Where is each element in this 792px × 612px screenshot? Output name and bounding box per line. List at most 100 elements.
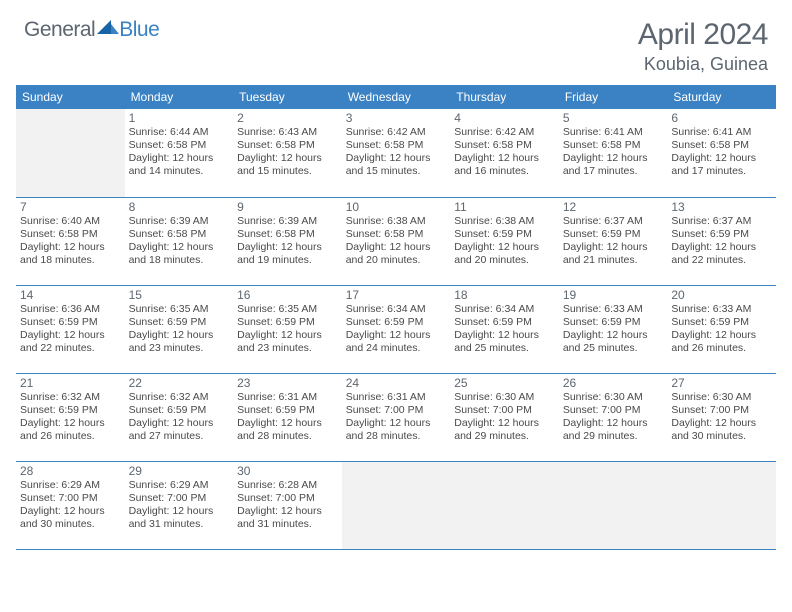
day-info: Sunrise: 6:41 AMSunset: 6:58 PMDaylight:…	[671, 126, 772, 179]
day-info: Sunrise: 6:29 AMSunset: 7:00 PMDaylight:…	[20, 479, 121, 532]
day-cell: 12Sunrise: 6:37 AMSunset: 6:59 PMDayligh…	[559, 197, 668, 285]
day-cell: 17Sunrise: 6:34 AMSunset: 6:59 PMDayligh…	[342, 285, 451, 373]
day-cell: 23Sunrise: 6:31 AMSunset: 6:59 PMDayligh…	[233, 373, 342, 461]
day-cell: 6Sunrise: 6:41 AMSunset: 6:58 PMDaylight…	[667, 109, 776, 197]
day-cell: 28Sunrise: 6:29 AMSunset: 7:00 PMDayligh…	[16, 461, 125, 549]
day-info: Sunrise: 6:30 AMSunset: 7:00 PMDaylight:…	[454, 391, 555, 444]
day-info: Sunrise: 6:34 AMSunset: 6:59 PMDaylight:…	[454, 303, 555, 356]
day-info: Sunrise: 6:31 AMSunset: 6:59 PMDaylight:…	[237, 391, 338, 444]
day-number: 6	[671, 111, 772, 125]
day-number: 19	[563, 288, 664, 302]
day-info: Sunrise: 6:38 AMSunset: 6:58 PMDaylight:…	[346, 215, 447, 268]
day-number: 15	[129, 288, 230, 302]
day-number: 10	[346, 200, 447, 214]
day-cell: 16Sunrise: 6:35 AMSunset: 6:59 PMDayligh…	[233, 285, 342, 373]
day-number: 24	[346, 376, 447, 390]
day-number: 14	[20, 288, 121, 302]
day-number: 7	[20, 200, 121, 214]
day-info: Sunrise: 6:36 AMSunset: 6:59 PMDaylight:…	[20, 303, 121, 356]
day-cell: 1Sunrise: 6:44 AMSunset: 6:58 PMDaylight…	[125, 109, 234, 197]
day-number: 23	[237, 376, 338, 390]
empty-cell	[667, 461, 776, 549]
dayname-header: Tuesday	[233, 85, 342, 109]
day-number: 18	[454, 288, 555, 302]
day-cell: 27Sunrise: 6:30 AMSunset: 7:00 PMDayligh…	[667, 373, 776, 461]
day-number: 17	[346, 288, 447, 302]
day-info: Sunrise: 6:32 AMSunset: 6:59 PMDaylight:…	[20, 391, 121, 444]
day-cell: 21Sunrise: 6:32 AMSunset: 6:59 PMDayligh…	[16, 373, 125, 461]
day-info: Sunrise: 6:37 AMSunset: 6:59 PMDaylight:…	[563, 215, 664, 268]
day-info: Sunrise: 6:29 AMSunset: 7:00 PMDaylight:…	[129, 479, 230, 532]
day-number: 25	[454, 376, 555, 390]
day-info: Sunrise: 6:37 AMSunset: 6:59 PMDaylight:…	[671, 215, 772, 268]
calendar-week-row: 1Sunrise: 6:44 AMSunset: 6:58 PMDaylight…	[16, 109, 776, 197]
logo-text-general: General	[24, 18, 95, 42]
day-number: 21	[20, 376, 121, 390]
dayname-header: Thursday	[450, 85, 559, 109]
dayname-header: Monday	[125, 85, 234, 109]
day-number: 16	[237, 288, 338, 302]
month-year: April 2024	[638, 18, 768, 52]
day-info: Sunrise: 6:30 AMSunset: 7:00 PMDaylight:…	[671, 391, 772, 444]
logo: General Blue	[24, 18, 159, 42]
day-info: Sunrise: 6:28 AMSunset: 7:00 PMDaylight:…	[237, 479, 338, 532]
day-number: 3	[346, 111, 447, 125]
day-info: Sunrise: 6:41 AMSunset: 6:58 PMDaylight:…	[563, 126, 664, 179]
day-info: Sunrise: 6:30 AMSunset: 7:00 PMDaylight:…	[563, 391, 664, 444]
day-cell: 25Sunrise: 6:30 AMSunset: 7:00 PMDayligh…	[450, 373, 559, 461]
dayname-header: Friday	[559, 85, 668, 109]
dayname-header: Wednesday	[342, 85, 451, 109]
day-cell: 11Sunrise: 6:38 AMSunset: 6:59 PMDayligh…	[450, 197, 559, 285]
empty-cell	[16, 109, 125, 197]
day-info: Sunrise: 6:32 AMSunset: 6:59 PMDaylight:…	[129, 391, 230, 444]
logo-text-blue: Blue	[119, 18, 159, 42]
calendar-week-row: 28Sunrise: 6:29 AMSunset: 7:00 PMDayligh…	[16, 461, 776, 549]
day-info: Sunrise: 6:44 AMSunset: 6:58 PMDaylight:…	[129, 126, 230, 179]
day-number: 27	[671, 376, 772, 390]
day-cell: 24Sunrise: 6:31 AMSunset: 7:00 PMDayligh…	[342, 373, 451, 461]
location: Koubia, Guinea	[638, 54, 768, 75]
dayname-header: Saturday	[667, 85, 776, 109]
calendar-week-row: 7Sunrise: 6:40 AMSunset: 6:58 PMDaylight…	[16, 197, 776, 285]
day-number: 11	[454, 200, 555, 214]
day-number: 20	[671, 288, 772, 302]
page-header: General Blue April 2024 Koubia, Guinea	[0, 0, 792, 79]
day-number: 2	[237, 111, 338, 125]
day-number: 29	[129, 464, 230, 478]
empty-cell	[342, 461, 451, 549]
day-cell: 8Sunrise: 6:39 AMSunset: 6:58 PMDaylight…	[125, 197, 234, 285]
day-cell: 30Sunrise: 6:28 AMSunset: 7:00 PMDayligh…	[233, 461, 342, 549]
day-cell: 22Sunrise: 6:32 AMSunset: 6:59 PMDayligh…	[125, 373, 234, 461]
day-cell: 15Sunrise: 6:35 AMSunset: 6:59 PMDayligh…	[125, 285, 234, 373]
day-cell: 4Sunrise: 6:42 AMSunset: 6:58 PMDaylight…	[450, 109, 559, 197]
day-cell: 9Sunrise: 6:39 AMSunset: 6:58 PMDaylight…	[233, 197, 342, 285]
day-cell: 3Sunrise: 6:42 AMSunset: 6:58 PMDaylight…	[342, 109, 451, 197]
day-cell: 14Sunrise: 6:36 AMSunset: 6:59 PMDayligh…	[16, 285, 125, 373]
day-info: Sunrise: 6:43 AMSunset: 6:58 PMDaylight:…	[237, 126, 338, 179]
day-cell: 20Sunrise: 6:33 AMSunset: 6:59 PMDayligh…	[667, 285, 776, 373]
day-info: Sunrise: 6:42 AMSunset: 6:58 PMDaylight:…	[346, 126, 447, 179]
day-info: Sunrise: 6:35 AMSunset: 6:59 PMDaylight:…	[237, 303, 338, 356]
calendar-week-row: 14Sunrise: 6:36 AMSunset: 6:59 PMDayligh…	[16, 285, 776, 373]
day-number: 22	[129, 376, 230, 390]
day-number: 5	[563, 111, 664, 125]
day-number: 4	[454, 111, 555, 125]
day-info: Sunrise: 6:34 AMSunset: 6:59 PMDaylight:…	[346, 303, 447, 356]
day-number: 13	[671, 200, 772, 214]
empty-cell	[450, 461, 559, 549]
day-number: 1	[129, 111, 230, 125]
day-number: 8	[129, 200, 230, 214]
day-info: Sunrise: 6:31 AMSunset: 7:00 PMDaylight:…	[346, 391, 447, 444]
day-info: Sunrise: 6:39 AMSunset: 6:58 PMDaylight:…	[129, 215, 230, 268]
day-info: Sunrise: 6:42 AMSunset: 6:58 PMDaylight:…	[454, 126, 555, 179]
logo-triangle-icon	[97, 20, 119, 41]
dayname-header: Sunday	[16, 85, 125, 109]
calendar-table: SundayMondayTuesdayWednesdayThursdayFrid…	[16, 85, 776, 550]
day-cell: 2Sunrise: 6:43 AMSunset: 6:58 PMDaylight…	[233, 109, 342, 197]
day-cell: 18Sunrise: 6:34 AMSunset: 6:59 PMDayligh…	[450, 285, 559, 373]
day-cell: 29Sunrise: 6:29 AMSunset: 7:00 PMDayligh…	[125, 461, 234, 549]
day-info: Sunrise: 6:40 AMSunset: 6:58 PMDaylight:…	[20, 215, 121, 268]
day-info: Sunrise: 6:33 AMSunset: 6:59 PMDaylight:…	[671, 303, 772, 356]
day-cell: 5Sunrise: 6:41 AMSunset: 6:58 PMDaylight…	[559, 109, 668, 197]
day-cell: 13Sunrise: 6:37 AMSunset: 6:59 PMDayligh…	[667, 197, 776, 285]
